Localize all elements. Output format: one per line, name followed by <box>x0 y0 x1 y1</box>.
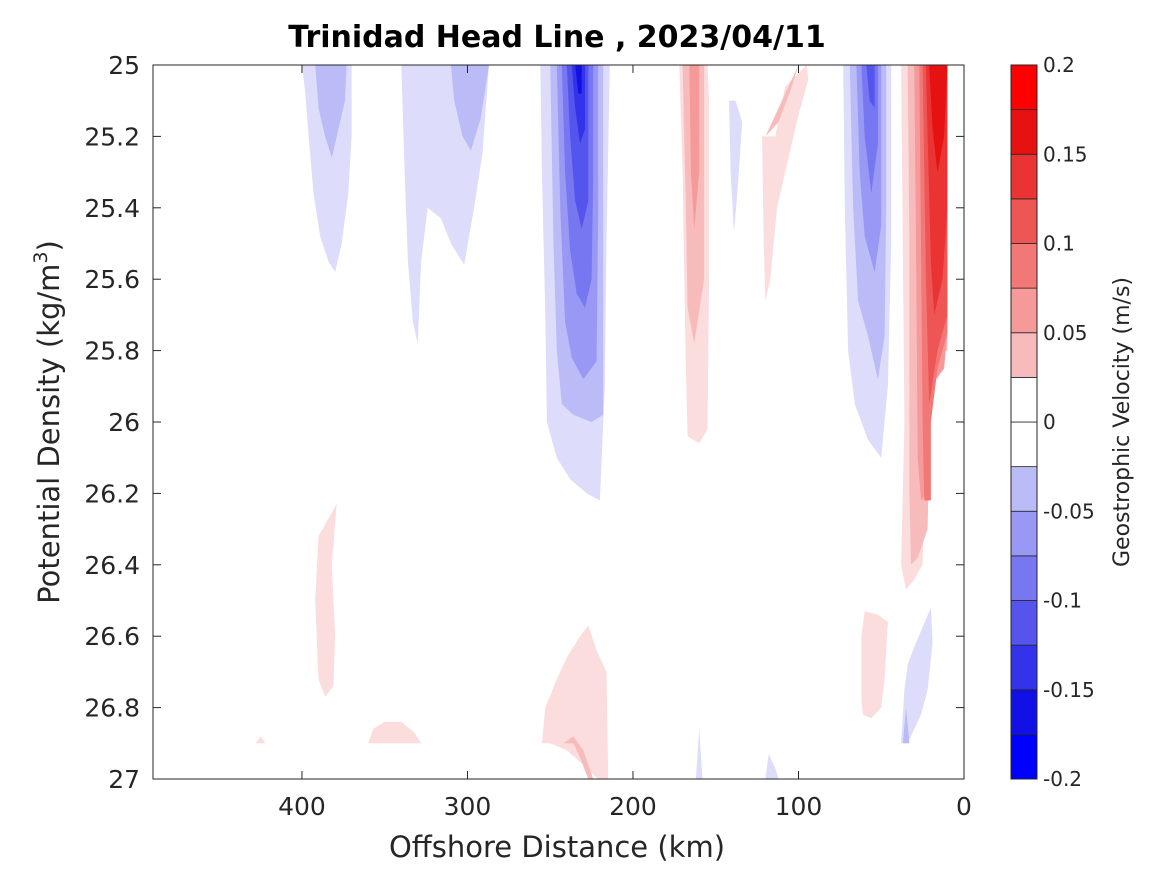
y-tick-label: 26.8 <box>84 694 140 723</box>
contour-region-4 <box>729 100 743 233</box>
colorbar-tick-label: -0.15 <box>1043 678 1095 702</box>
x-tick-label: 100 <box>775 792 823 821</box>
colorbar-segment <box>1010 466 1038 512</box>
colorbar-segment <box>1010 287 1038 334</box>
y-tick-label: 27 <box>108 765 140 794</box>
contour-region-6 <box>762 65 809 301</box>
contour-region-38 <box>929 65 948 173</box>
colorbar-frame <box>1010 64 1038 780</box>
colorbar-segment <box>1010 600 1038 646</box>
contour-region-9 <box>368 721 422 744</box>
colorbar-segment <box>1010 109 1038 155</box>
contour-region-37 <box>575 65 582 94</box>
contour-region-14 <box>861 611 888 719</box>
contour-region-8 <box>315 504 337 697</box>
colorbar-tick-label: 0.05 <box>1043 321 1088 345</box>
colorbar-tick-label: 0 <box>1043 410 1056 434</box>
contour-region-11 <box>541 625 609 779</box>
colorbar-segment <box>1010 64 1038 111</box>
colorbar-segment <box>1010 644 1038 691</box>
x-axis-ticks: 400 300 200 100 0 <box>278 65 972 821</box>
colorbar-segment <box>1010 555 1038 601</box>
contour-region-13 <box>765 754 779 779</box>
y-axis-ticks: 25 25.2 25.4 25.6 25.8 26 26.2 26.4 26.6 26.8 27 <box>84 51 964 794</box>
contour-fills <box>255 65 948 779</box>
x-tick-label: 400 <box>278 792 326 821</box>
colorbar-tick-label: 0.1 <box>1043 232 1075 256</box>
colorbar-segment <box>1010 689 1038 735</box>
contour-region-17 <box>450 65 489 151</box>
contour-region-33 <box>866 65 875 108</box>
colorbar-tick-label: -0.05 <box>1043 499 1095 523</box>
colorbar-tick-label: 0.15 <box>1043 142 1088 166</box>
y-tick-label: 26.2 <box>84 479 140 508</box>
x-tick-label: 0 <box>956 792 972 821</box>
contour-region-10 <box>255 736 266 744</box>
y-tick-label: 25.2 <box>84 122 140 151</box>
y-axis-label-text: Potential Density (kg/m <box>32 264 66 604</box>
y-axis-label: Potential Density (kg/m3) <box>30 240 66 604</box>
y-tick-label: 25.6 <box>84 265 140 294</box>
y-tick-label: 26.4 <box>84 551 140 580</box>
colorbar-tick-label: -0.1 <box>1043 589 1082 613</box>
contour-region-16 <box>315 65 347 158</box>
chart-title: Trinidad Head Line , 2023/04/11 <box>288 20 825 55</box>
contour-region-24 <box>902 707 910 744</box>
colorbar-segment <box>1010 510 1038 557</box>
colorbar-ticks: 0.2 0.15 0.1 0.05 0 -0.05 -0.1 -0.15 -0.2 <box>1043 53 1095 791</box>
colorbar-segment <box>1010 332 1038 378</box>
colorbar-segment <box>1010 243 1038 289</box>
y-tick-label: 25 <box>108 51 140 80</box>
colorbar-tick-label: -0.2 <box>1043 767 1082 791</box>
colorbar-segment <box>1010 733 1038 780</box>
y-tick-label: 26.6 <box>84 622 140 651</box>
x-tick-label: 300 <box>444 792 492 821</box>
colorbar-segment <box>1010 153 1038 200</box>
y-axis-label-close: ) <box>32 240 66 251</box>
colorbar-segment <box>1010 421 1038 468</box>
x-tick-label: 200 <box>609 792 657 821</box>
colorbar-tick-label: 0.2 <box>1043 53 1075 77</box>
colorbar <box>1010 64 1038 780</box>
y-tick-label: 25.8 <box>84 337 140 366</box>
contour-region-12 <box>695 729 703 779</box>
contour-region-23 <box>563 736 594 779</box>
colorbar-segment <box>1010 376 1038 423</box>
colorbar-label: Geostrophic Velocity (m/s) <box>1110 277 1135 567</box>
y-tick-label: 25.4 <box>84 194 140 223</box>
y-axis-label-superscript: 3 <box>30 251 52 263</box>
contour-region-27 <box>689 65 700 230</box>
x-axis-label: Offshore Distance (km) <box>389 830 725 864</box>
contour-region-21 <box>765 65 799 137</box>
colorbar-segment <box>1010 198 1038 244</box>
y-tick-label: 26 <box>108 408 140 437</box>
contour-region-15 <box>901 607 933 744</box>
